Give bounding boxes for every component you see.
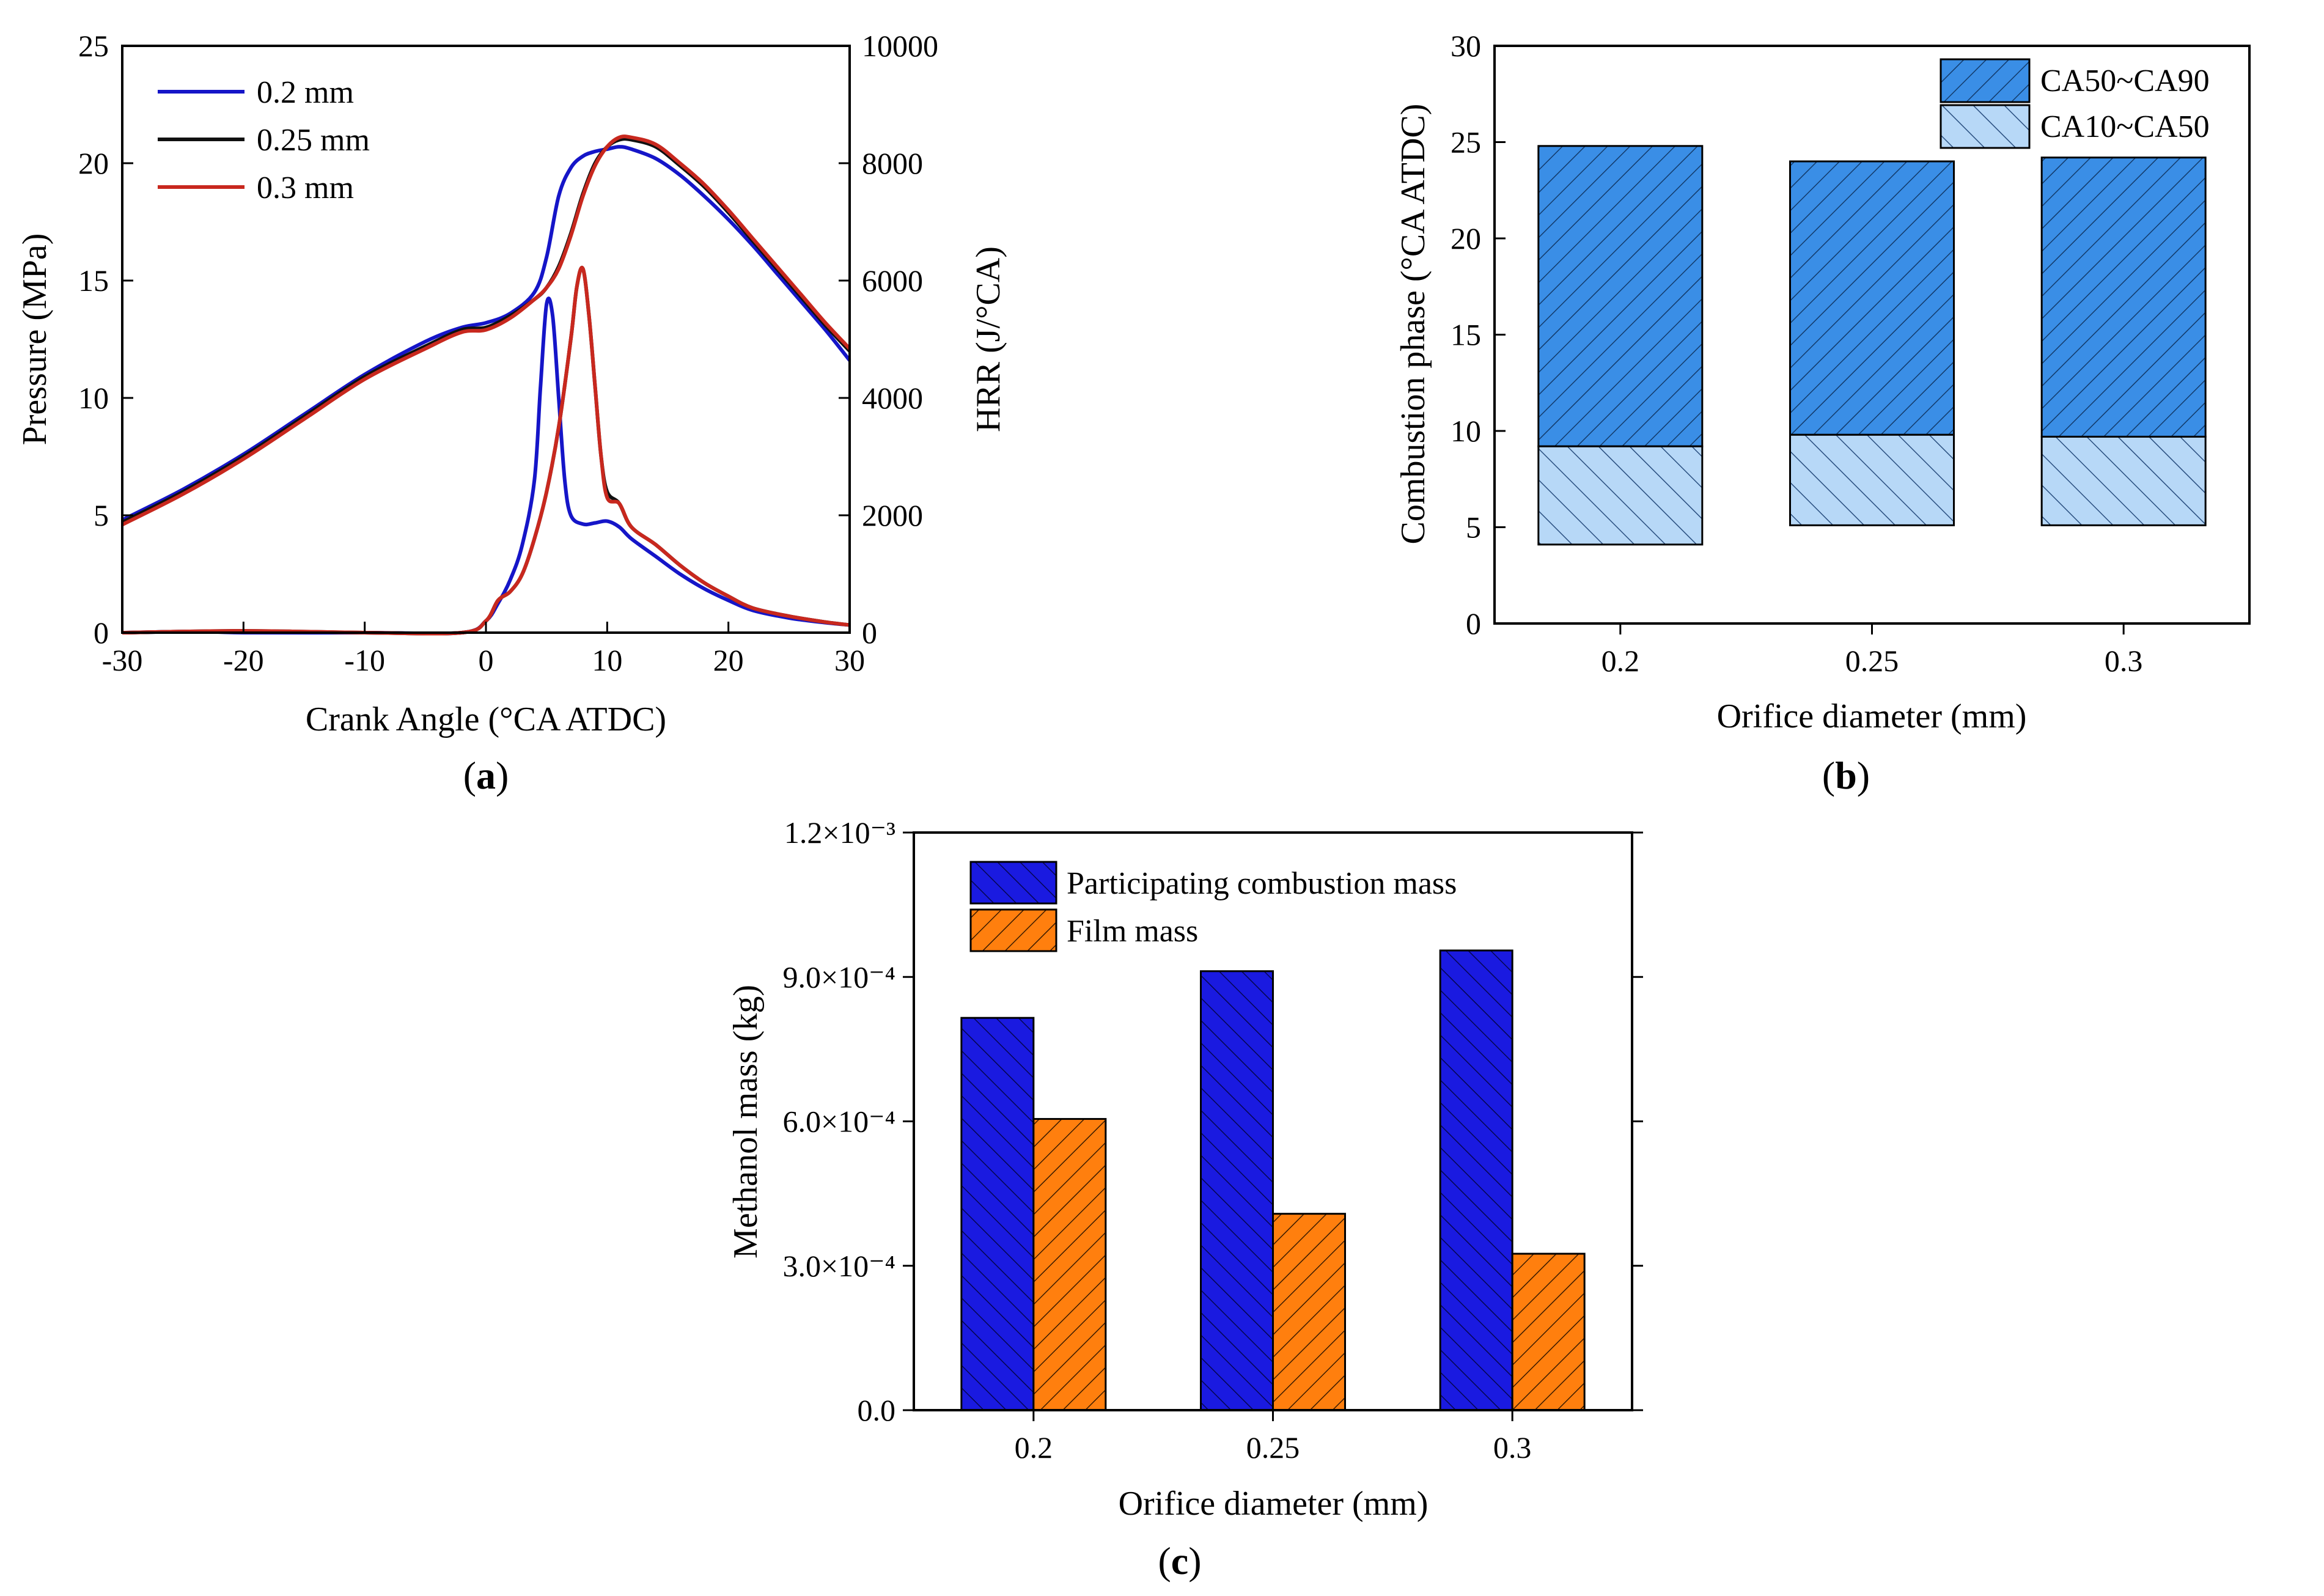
chart-a-y2-tick-label: 0 xyxy=(862,616,877,650)
chart-c-panel-label: (c) xyxy=(1158,1539,1201,1583)
chart-a-y-label: Pressure (MPa) xyxy=(16,234,54,446)
chart-a-pressure-line-3 xyxy=(121,134,851,527)
chart-c-x-tick-label: 0.3 xyxy=(1493,1430,1532,1465)
chart-b-legend-label-1: CA50~CA90 xyxy=(2040,64,2210,98)
chart-a-y-tick-label: 5 xyxy=(94,498,109,532)
chart-a-y-tick-label: 10 xyxy=(78,381,109,415)
chart-b-bar-hatch xyxy=(1537,145,1704,447)
chart-b-y-label: Combustion phase (°CA ATDC) xyxy=(1394,104,1432,545)
chart-c-bar-hatch xyxy=(1272,1213,1346,1411)
chart-b-bar-hatch xyxy=(2040,156,2207,438)
chart-b: 0.2 0.25 0.3 0 5 10 15 20 25 30 Orifice diameter… xyxy=(1394,29,2251,797)
chart-c-y-label: Methanol mass (kg) xyxy=(727,985,765,1259)
chart-a: -30 -20 -10 0 10 20 30 0 5 10 15 20 25 0 2000 4000 600… xyxy=(16,29,1007,797)
chart-c-bar-hatch xyxy=(1032,1118,1107,1411)
chart-a-y2-tick-label: 10000 xyxy=(862,29,938,63)
chart-a-y-tick-label: 25 xyxy=(78,29,109,63)
chart-c-legend: Participating combustion mass Film mass xyxy=(969,861,1457,952)
chart-a-legend: 0.2 mm 0.25 mm 0.3 mm xyxy=(158,75,370,205)
chart-a-y-tick-label: 20 xyxy=(78,146,109,180)
chart-a-legend-label-2: 0.25 mm xyxy=(257,123,370,158)
chart-b-y-tick-label: 10 xyxy=(1451,414,1481,448)
chart-c-y-tick-label: 6.0×10⁻⁴ xyxy=(782,1105,895,1139)
chart-c: 0.2 0.25 0.3 0.0 3.0×10⁻⁴ 6.0×10⁻⁴ 9.0×10⁻⁴ 1.… xyxy=(727,815,1643,1583)
chart-a-y2-ticks: 0 2000 4000 6000 8000 10000 xyxy=(839,29,938,650)
chart-a-x-tick-label: -10 xyxy=(344,643,385,677)
chart-b-y-tick-label: 0 xyxy=(1466,606,1481,641)
chart-b-y-tick-label: 25 xyxy=(1451,125,1481,160)
chart-c-bar-hatch xyxy=(1511,1252,1586,1411)
chart-c-y-tick-label: 0.0 xyxy=(858,1393,896,1427)
chart-c-y-tick-label: 9.0×10⁻⁴ xyxy=(782,960,895,994)
chart-b-bar-hatch xyxy=(2040,435,2207,526)
chart-a-y2-label: HRR (J/°CA) xyxy=(969,246,1007,432)
chart-b-y-tick-label: 5 xyxy=(1466,510,1481,545)
chart-c-bar-hatch xyxy=(1439,949,1513,1411)
chart-a-x-tick-label: -20 xyxy=(223,643,264,677)
chart-a-y-ticks: 0 5 10 15 20 25 xyxy=(78,29,133,650)
chart-c-x-label: Orifice diameter (mm) xyxy=(1119,1485,1429,1523)
chart-a-y-tick-label: 15 xyxy=(78,263,109,298)
chart-b-legend-label-2: CA10~CA50 xyxy=(2040,109,2210,144)
chart-b-panel-letter: b xyxy=(1835,754,1857,797)
chart-c-plot-area xyxy=(960,949,1586,1411)
chart-c-y-tick-label: 3.0×10⁻⁴ xyxy=(782,1249,895,1283)
chart-c-x-ticks: 0.2 0.25 0.3 xyxy=(1015,1410,1532,1465)
chart-a-x-label: Crank Angle (°CA ATDC) xyxy=(306,701,666,738)
chart-a-y-tick-label: 0 xyxy=(94,616,109,650)
chart-a-x-tick-label: -30 xyxy=(102,643,143,677)
chart-b-bar-hatch xyxy=(1789,160,1955,436)
chart-b-x-tick-label: 0.3 xyxy=(2105,644,2143,678)
chart-a-y2-tick-label: 6000 xyxy=(862,263,923,298)
chart-a-pressure-line-1 xyxy=(121,145,851,522)
chart-a-x-tick-label: 10 xyxy=(592,643,622,677)
chart-b-x-tick-label: 0.2 xyxy=(1601,644,1640,678)
chart-b-legend: CA50~CA90 CA10~CA50 xyxy=(1940,58,2210,149)
chart-a-y2-tick-label: 8000 xyxy=(862,146,923,180)
chart-a-legend-label-1: 0.2 mm xyxy=(257,75,354,110)
chart-a-y2-tick-label: 4000 xyxy=(862,381,923,415)
chart-b-y-tick-label: 20 xyxy=(1451,221,1481,256)
chart-a-x-tick-label: 30 xyxy=(834,643,865,677)
chart-b-legend-swatch-hatch xyxy=(1940,104,2031,149)
chart-a-frame xyxy=(121,45,851,634)
chart-a-panel-label: (a) xyxy=(463,754,509,797)
chart-a-y2-tick-label: 2000 xyxy=(862,498,923,532)
chart-c-bar-hatch xyxy=(1200,970,1274,1411)
chart-a-x-tick-label: 20 xyxy=(713,643,744,677)
chart-c-y-tick-label: 1.2×10⁻³ xyxy=(784,815,895,850)
chart-b-y-tick-label: 15 xyxy=(1451,318,1481,352)
chart-c-legend-label-1: Participating combustion mass xyxy=(1067,866,1457,901)
chart-b-legend-swatch-hatch xyxy=(1940,58,2031,103)
chart-a-x-ticks: -30 -20 -10 0 10 20 30 xyxy=(102,622,865,677)
chart-b-x-label: Orifice diameter (mm) xyxy=(1717,697,2027,735)
chart-a-panel-letter: a xyxy=(476,754,496,797)
chart-c-x-tick-label: 0.25 xyxy=(1246,1430,1300,1465)
chart-b-plot-area xyxy=(1537,145,2207,546)
chart-c-legend-label-2: Film mass xyxy=(1067,914,1198,949)
chart-c-bar-hatch xyxy=(960,1017,1035,1411)
chart-a-plot-area xyxy=(121,134,851,636)
chart-b-panel-label: (b) xyxy=(1822,754,1870,797)
chart-c-legend-swatch-hatch xyxy=(969,908,1057,952)
chart-b-bar-hatch xyxy=(1537,445,1704,546)
chart-b-y-ticks: 0 5 10 15 20 25 30 xyxy=(1451,29,1506,641)
chart-a-x-tick-label: 0 xyxy=(479,643,494,677)
chart-b-x-tick-label: 0.25 xyxy=(1845,644,1899,678)
chart-b-y-tick-label: 30 xyxy=(1451,29,1481,63)
chart-c-y-ticks: 0.0 3.0×10⁻⁴ 6.0×10⁻⁴ 9.0×10⁻⁴ 1.2×10⁻³ xyxy=(782,815,1643,1427)
chart-c-legend-swatch-hatch xyxy=(969,861,1057,905)
chart-b-x-ticks: 0.2 0.25 0.3 xyxy=(1601,623,2143,678)
chart-c-panel-letter: c xyxy=(1171,1539,1188,1583)
chart-a-legend-label-3: 0.3 mm xyxy=(257,171,354,205)
chart-c-x-tick-label: 0.2 xyxy=(1015,1430,1053,1465)
chart-b-bar-hatch xyxy=(1789,433,1955,526)
